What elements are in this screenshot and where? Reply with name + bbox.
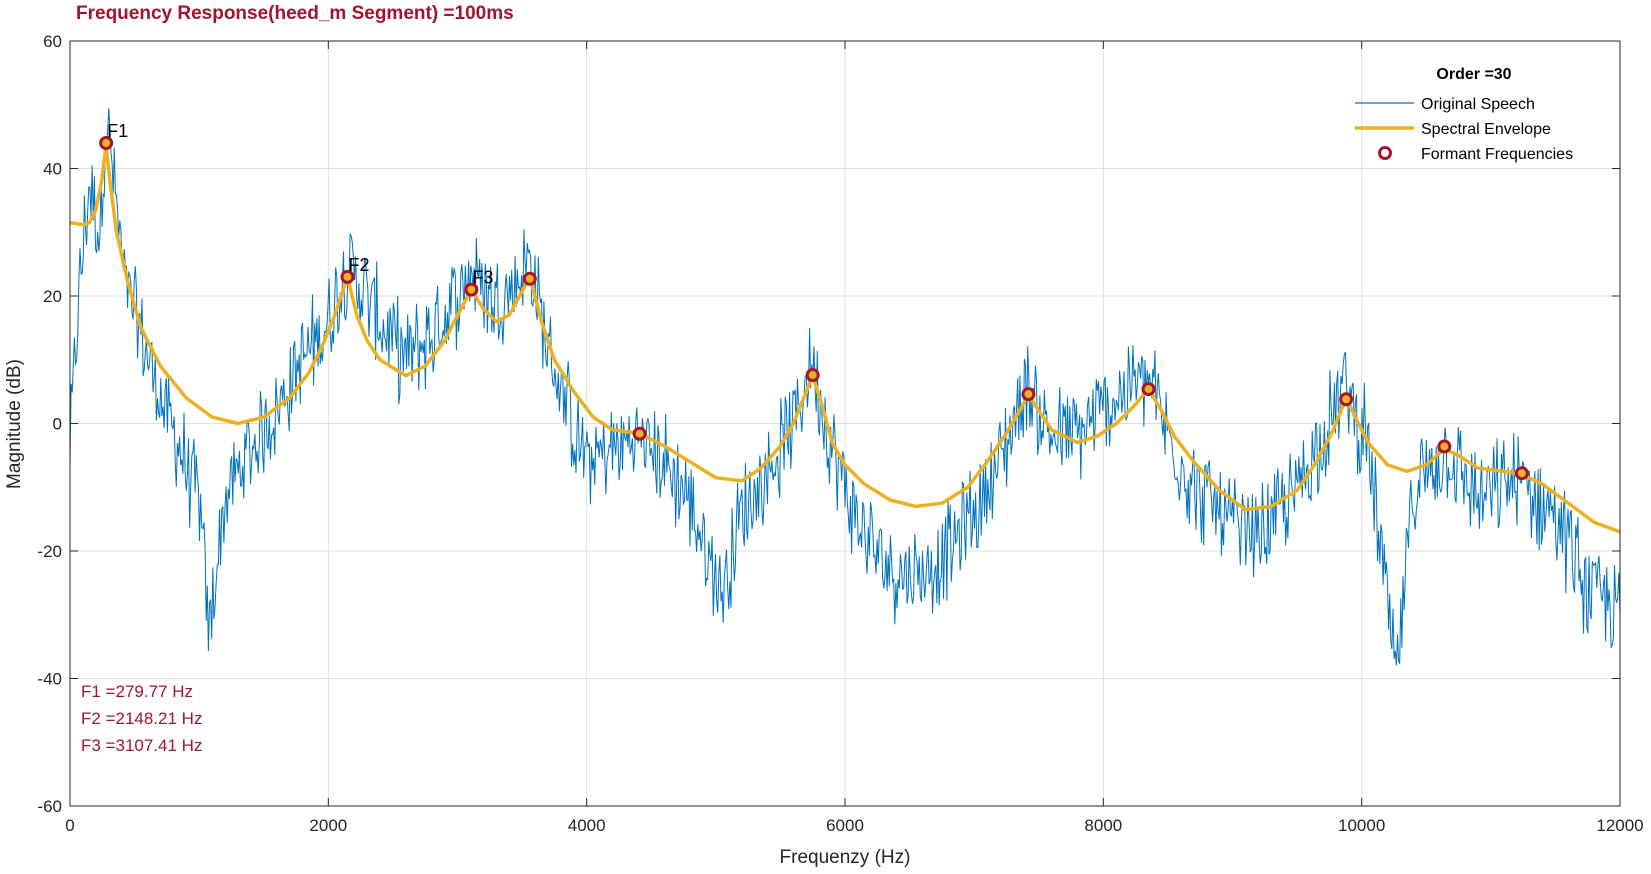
- formant-marker: [632, 426, 647, 441]
- y-tick-label: 60: [43, 32, 62, 51]
- chart-title: Frequency Response(heed_m Segment) =100m…: [76, 3, 514, 24]
- legend-entry-original-speech: Original Speech: [1421, 96, 1535, 113]
- formant-marker: [1514, 466, 1529, 481]
- x-tick-label: 4000: [568, 816, 606, 835]
- formant-marker: [1021, 387, 1036, 402]
- formant-marker: [805, 368, 820, 383]
- x-tick-label: 6000: [826, 816, 864, 835]
- annotation-f3: F3 =3107.41 Hz: [81, 736, 202, 755]
- formant-markers: [99, 136, 1529, 481]
- series-layer: [70, 108, 1620, 666]
- legend-swatch-formant-frequencies: [1378, 146, 1392, 160]
- y-tick-label: 20: [43, 287, 62, 306]
- legend-entry-spectral-envelope: Spectral Envelope: [1421, 121, 1551, 138]
- formant-marker: [1141, 382, 1156, 397]
- legend: Order =30 Original Speech Spectral Envel…: [1355, 66, 1573, 163]
- formant-marker: [464, 282, 479, 297]
- y-tick-label: -60: [37, 797, 62, 816]
- legend-title: Order =30: [1436, 66, 1511, 83]
- series-spectral-envelope: [70, 144, 1620, 534]
- formant-marker: [1437, 439, 1452, 454]
- formant-marker: [522, 271, 537, 286]
- formant-label-f2: F2: [348, 255, 369, 275]
- y-tick-label: 0: [53, 415, 62, 434]
- formant-marker: [340, 269, 355, 284]
- annotation-f2: F2 =2148.21 Hz: [81, 709, 202, 728]
- legend-entry-formant-frequencies: Formant Frequencies: [1421, 146, 1573, 163]
- annotation-f1: F1 =279.77 Hz: [81, 682, 193, 701]
- x-tick-label: 10000: [1338, 816, 1385, 835]
- y-tick-label: -40: [37, 670, 62, 689]
- formant-label-f1: F1: [107, 121, 128, 141]
- x-tick-label: 8000: [1084, 816, 1122, 835]
- y-tick-label: -20: [37, 542, 62, 561]
- axis-ticks: 0 2000 4000 6000 8000 10000 12000 -60 -40 -20 0 20 4…: [37, 32, 1643, 835]
- formant-marker: [99, 136, 114, 150]
- x-tick-label: 2000: [309, 816, 347, 835]
- x-tick-label: 12000: [1596, 816, 1643, 835]
- formant-annotations: F1 =279.77 Hz F2 =2148.21 Hz F3 =3107.41…: [81, 682, 202, 755]
- formant-marker: [1339, 392, 1354, 407]
- formant-labels: F1 F2 F3: [107, 121, 493, 288]
- x-tick-label: 0: [65, 816, 74, 835]
- x-axis-label: Frequenzy (Hz): [780, 847, 911, 868]
- y-tick-label: 40: [43, 160, 62, 179]
- y-axis-label: Magnitude (dB): [4, 359, 25, 489]
- formant-label-f3: F3: [472, 268, 493, 288]
